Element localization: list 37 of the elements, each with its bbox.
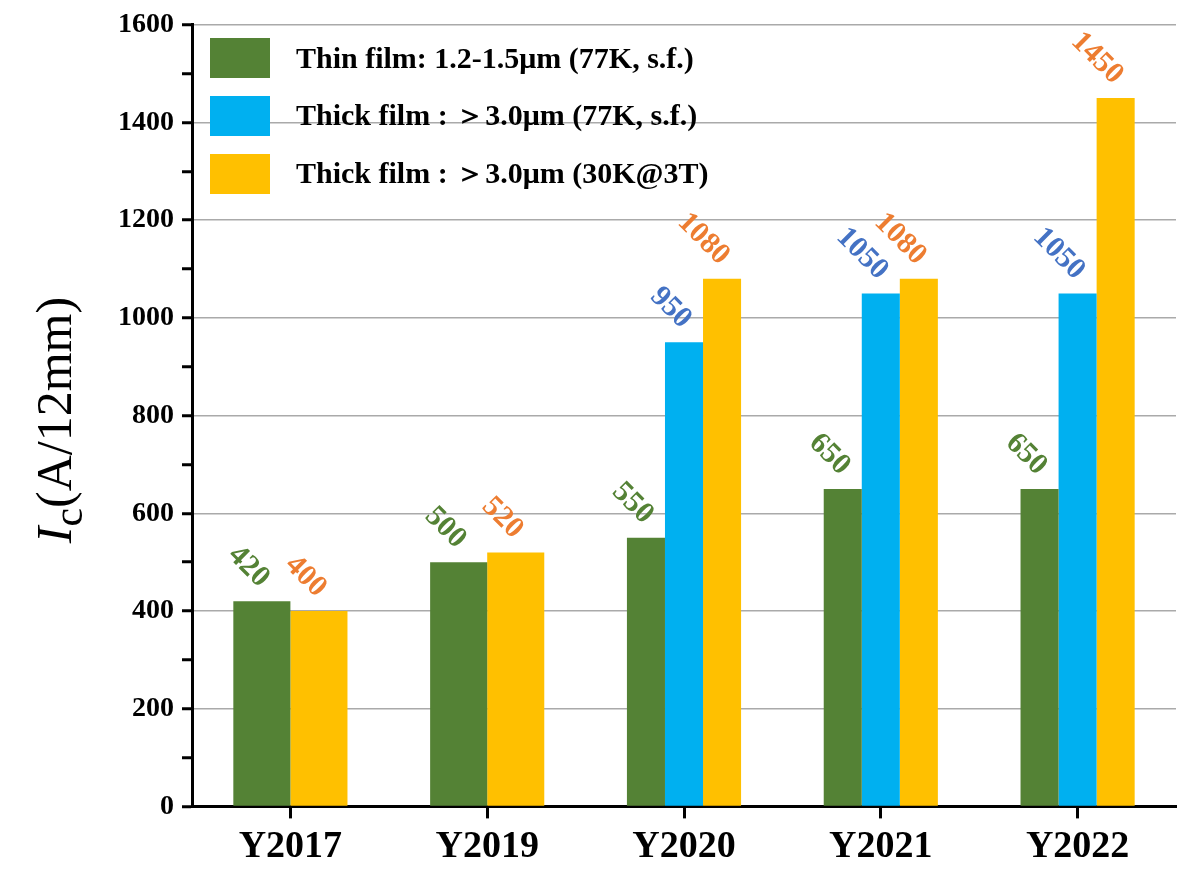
data-label: 420	[222, 537, 279, 593]
bar	[703, 278, 742, 806]
bar	[626, 537, 665, 806]
y-tick-label: 400	[132, 593, 174, 625]
bar	[1058, 293, 1097, 806]
data-label: 650	[1000, 424, 1056, 480]
data-label: 1050	[1028, 218, 1094, 285]
bar	[899, 278, 938, 806]
bar	[1096, 98, 1135, 806]
data-label: 400	[280, 546, 336, 603]
y-tick-label: 200	[132, 690, 174, 722]
y-tick-label: 1000	[118, 300, 174, 332]
data-label: 1450	[1066, 23, 1132, 90]
y-tick-label: 800	[132, 397, 174, 429]
y-tick-label: 1400	[118, 104, 174, 136]
data-label: 650	[803, 424, 859, 480]
legend-label: Thick film : ＞3.0μm (30K@3T)	[296, 155, 709, 192]
y-tick-label: 1200	[118, 202, 174, 234]
bar	[664, 342, 704, 806]
y-tick-label: 0	[160, 788, 174, 820]
data-label: 1080	[672, 204, 739, 270]
data-label: 550	[607, 473, 663, 529]
y-tick-label: 600	[132, 495, 174, 527]
bar	[861, 293, 900, 806]
x-tick-label: Y2020	[632, 823, 736, 866]
y-tick-label: 1600	[118, 7, 174, 39]
legend-label: Thin film: 1.2-1.5μm (77K, s.f.)	[296, 40, 694, 75]
bar	[823, 488, 862, 806]
x-tick-label: Y2021	[829, 823, 933, 866]
x-tick-label: Y2019	[435, 823, 539, 866]
data-label: 500	[419, 498, 475, 554]
legend-label: Thick film : ＞3.0μm (77K, s.f.)	[296, 97, 698, 134]
data-label: 520	[476, 488, 532, 544]
data-label: 950	[645, 278, 701, 334]
bar	[1020, 488, 1059, 806]
x-tick-label: Y2017	[238, 823, 343, 866]
x-tick-label: Y2022	[1025, 823, 1130, 866]
